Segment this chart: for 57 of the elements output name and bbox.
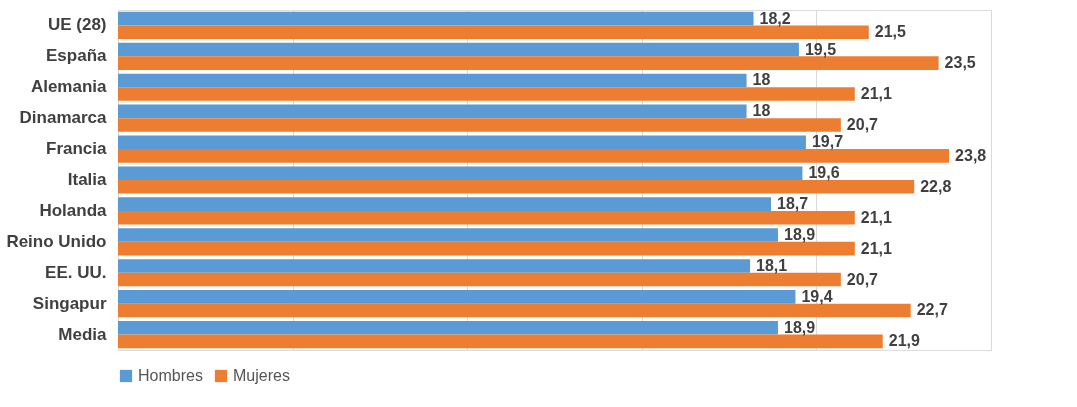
data-label: 22,8 [920, 177, 952, 195]
data-label: 21,9 [888, 332, 920, 350]
bar [118, 25, 869, 40]
bar [118, 334, 883, 349]
y-tick-label: Francia [46, 139, 108, 159]
data-label: 18,1 [756, 256, 788, 274]
bar [118, 228, 778, 242]
bar [118, 87, 855, 101]
bar [118, 180, 915, 194]
y-tick-label: Alemania [30, 77, 108, 97]
data-label: 19,7 [811, 133, 844, 151]
bar [118, 149, 950, 163]
data-label: 19,5 [804, 40, 837, 58]
bar [118, 290, 796, 304]
data-label: 21,5 [874, 23, 907, 41]
legend-label: Mujeres [233, 367, 290, 384]
data-label: 20,7 [846, 115, 879, 133]
y-tick-label: Reino Unido [6, 231, 107, 251]
bar [118, 104, 747, 119]
data-label: 19,6 [808, 164, 840, 182]
y-tick-label: España [46, 46, 108, 66]
data-label: 22,7 [916, 301, 948, 319]
bar [118, 272, 841, 287]
data-label: 18,9 [783, 318, 816, 336]
data-label: 20,7 [846, 270, 879, 288]
y-tick-label: Media [58, 324, 108, 344]
y-tick-label: Singapur [32, 293, 107, 313]
bar [118, 166, 803, 180]
bar [118, 241, 855, 256]
y-tick-label: Holanda [39, 200, 108, 220]
bar [118, 73, 747, 88]
data-label: 21,1 [860, 239, 893, 257]
bar [118, 303, 911, 318]
bar [118, 320, 778, 335]
bar [118, 118, 841, 132]
y-tick-label: Italia [67, 170, 108, 189]
bar [118, 210, 855, 225]
y-tick-label: Dinamarca [19, 108, 108, 128]
data-label: 18 [752, 102, 771, 120]
data-label: 18 [752, 71, 771, 89]
data-label: 18,9 [783, 226, 816, 244]
data-label: 21,1 [860, 85, 893, 103]
data-label: 21,1 [860, 208, 893, 226]
bar [118, 11, 754, 26]
legend-label: Hombres [138, 367, 203, 384]
y-tick-label: EE. UU. [45, 262, 107, 282]
data-label: 19,4 [801, 287, 833, 305]
data-label: 18,7 [777, 195, 809, 213]
bar [118, 259, 751, 273]
data-label: 18,2 [759, 9, 791, 27]
bar [118, 56, 939, 70]
y-tick-label: UE (28) [47, 15, 107, 35]
bar [118, 197, 771, 211]
bar [118, 135, 806, 150]
bar [118, 42, 799, 57]
data-label: 23,5 [944, 54, 976, 72]
data-label: 23,8 [955, 146, 987, 164]
